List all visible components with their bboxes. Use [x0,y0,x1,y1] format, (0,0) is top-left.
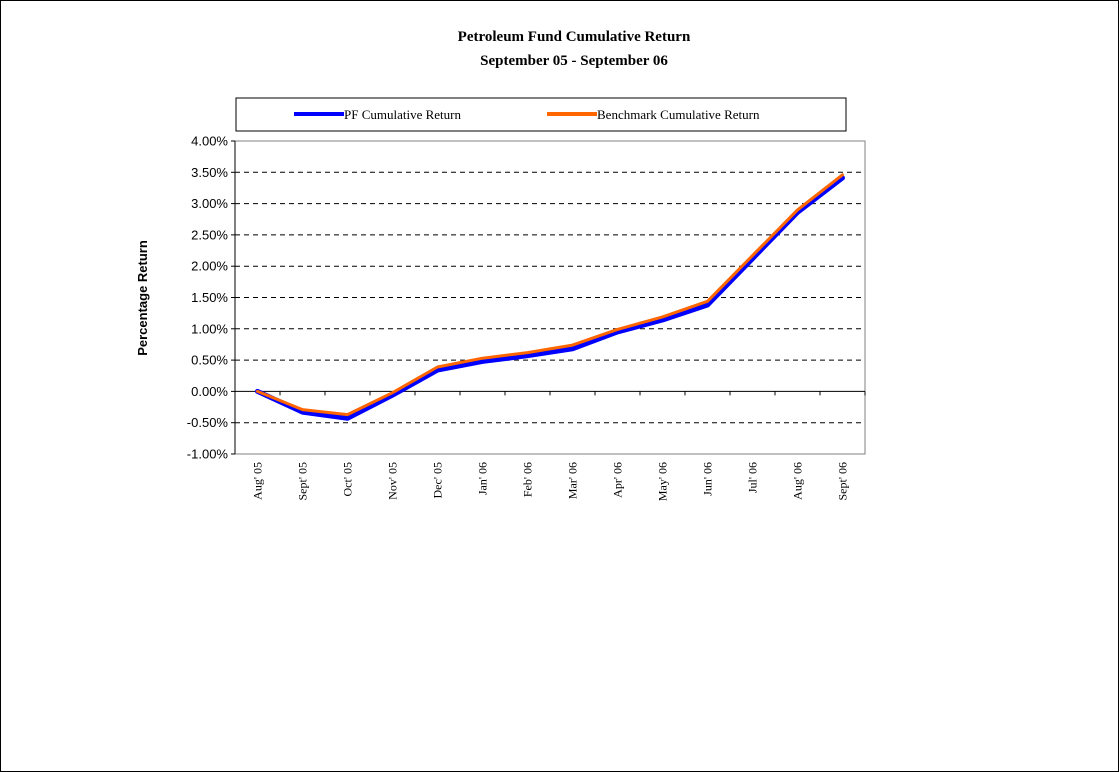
x-tick-label: Dec' 05 [431,462,445,498]
series-lines [255,173,845,421]
x-tick-label: Feb' 06 [521,462,535,497]
y-tick-label: 4.00% [191,134,228,149]
y-tick-label: -1.00% [187,447,229,462]
tick-labels: -1.00% -0.50% 0.00% 0.50% 1.00% 1.50% 2.00% 2.5… [187,134,850,502]
x-tick-label: Jul' 06 [746,462,760,493]
chart-title: Petroleum Fund Cumulative Return [458,29,691,45]
x-tick-label: Mar' 06 [566,462,580,499]
y-tick-label: 1.50% [191,290,228,305]
y-tick-label: 0.00% [191,384,228,399]
y-tick-label: 0.50% [191,353,228,368]
y-tick-label: 3.00% [191,196,228,211]
x-tick-label: Oct' 05 [341,462,355,497]
y-tick-label: 3.50% [191,165,228,180]
y-tick-label: 2.50% [191,227,228,242]
y-axis-label: Percentage Return [135,240,150,356]
x-tick-label: Nov' 05 [386,462,400,500]
x-tick-label: May' 06 [656,462,670,501]
series-line-pf [255,175,845,421]
legend-label-benchmark: Benchmark Cumulative Return [597,107,760,122]
axes [231,140,866,455]
x-tick-label: Aug' 06 [791,462,805,500]
x-tick-label: Sept' 05 [296,462,310,501]
gridlines [235,171,865,424]
legend-label-pf: PF Cumulative Return [344,107,462,122]
series-line-benchmark [256,173,844,417]
chart-subtitle: September 05 - September 06 [480,53,668,69]
x-tick-label: Jun' 06 [701,462,715,496]
x-tick-label: Jan' 06 [476,462,490,495]
x-tick-label: Aug' 05 [251,462,265,500]
y-tick-label: -0.50% [187,415,229,430]
x-tick-label: Sept' 06 [836,462,850,501]
legend: PF Cumulative Return Benchmark Cumulativ… [235,97,847,132]
y-tick-label: 1.00% [191,321,228,336]
y-tick-label: 2.00% [191,259,228,274]
x-tick-label: Apr' 06 [611,462,625,498]
